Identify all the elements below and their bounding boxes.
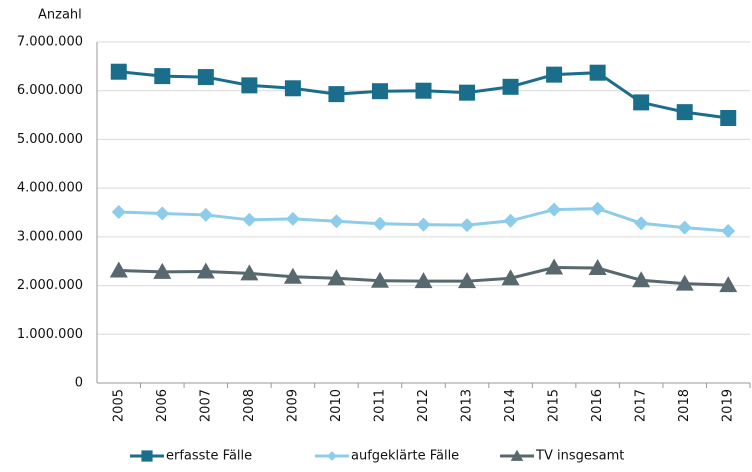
legend-label: erfasste Fälle bbox=[166, 449, 252, 464]
data-point bbox=[720, 109, 737, 126]
legend-label: TV insgesamt bbox=[535, 449, 624, 464]
y-tick-label: 1.000.000 bbox=[17, 327, 83, 342]
y-tick-label: 2.000.000 bbox=[17, 278, 83, 293]
data-point bbox=[588, 259, 607, 276]
data-point bbox=[503, 213, 518, 228]
x-tick-label: 2008 bbox=[242, 389, 257, 422]
data-point bbox=[719, 276, 738, 293]
x-tick-label: 2007 bbox=[198, 389, 213, 422]
data-point bbox=[633, 94, 650, 111]
x-tick-label: 2019 bbox=[721, 389, 736, 422]
y-tick-label: 5.000.000 bbox=[17, 132, 83, 147]
data-point bbox=[240, 264, 259, 281]
data-point bbox=[284, 80, 301, 97]
data-point bbox=[370, 271, 389, 288]
data-point bbox=[198, 207, 213, 222]
data-point bbox=[416, 217, 431, 232]
data-point bbox=[109, 261, 128, 278]
x-tick-label: 2017 bbox=[634, 389, 649, 422]
data-point bbox=[328, 86, 345, 103]
legend-marker bbox=[141, 450, 153, 462]
data-point bbox=[676, 104, 693, 121]
data-point bbox=[460, 218, 475, 233]
data-point bbox=[589, 64, 606, 81]
data-point bbox=[327, 269, 346, 286]
data-point bbox=[155, 206, 170, 221]
data-point bbox=[459, 84, 476, 101]
data-point bbox=[415, 82, 432, 99]
data-point bbox=[371, 83, 388, 100]
data-point bbox=[545, 258, 564, 275]
data-point bbox=[329, 214, 344, 229]
data-point bbox=[111, 205, 126, 220]
data-point bbox=[285, 211, 300, 226]
data-point bbox=[721, 224, 736, 239]
data-point bbox=[110, 63, 127, 80]
y-tick-label: 3.000.000 bbox=[17, 229, 83, 244]
data-point bbox=[241, 77, 258, 94]
data-point bbox=[634, 216, 649, 231]
x-tick-label: 2014 bbox=[503, 389, 518, 422]
x-tick-label: 2015 bbox=[547, 389, 562, 422]
x-tick-label: 2010 bbox=[329, 389, 344, 422]
data-point bbox=[632, 271, 651, 288]
data-point bbox=[154, 68, 171, 85]
y-axis-label: Anzahl bbox=[38, 8, 82, 23]
legend-marker bbox=[510, 449, 524, 461]
x-tick-label: 2013 bbox=[460, 389, 475, 422]
data-point bbox=[458, 272, 477, 289]
data-point bbox=[502, 78, 519, 95]
data-point bbox=[675, 274, 694, 291]
data-point bbox=[546, 66, 563, 83]
legend-marker bbox=[327, 451, 337, 461]
data-point bbox=[677, 220, 692, 235]
data-point bbox=[414, 272, 433, 289]
data-point bbox=[501, 269, 520, 286]
x-tick-label: 2011 bbox=[372, 389, 387, 422]
x-tick-label: 2018 bbox=[677, 389, 692, 422]
x-tick-label: 2009 bbox=[285, 389, 300, 422]
data-point bbox=[590, 201, 605, 216]
y-tick-label: 4.000.000 bbox=[17, 181, 83, 196]
data-point bbox=[372, 216, 387, 231]
y-tick-label: 7.000.000 bbox=[17, 35, 83, 50]
data-point bbox=[153, 262, 172, 279]
legend-label: aufgeklärte Fälle bbox=[351, 449, 459, 464]
x-tick-label: 2016 bbox=[590, 389, 605, 422]
data-point bbox=[196, 262, 215, 279]
y-tick-label: 6.000.000 bbox=[17, 83, 83, 98]
x-tick-label: 2012 bbox=[416, 389, 431, 422]
data-point bbox=[197, 69, 214, 86]
data-point bbox=[242, 212, 257, 227]
x-tick-label: 2005 bbox=[111, 389, 126, 422]
data-point bbox=[547, 202, 562, 217]
data-point bbox=[283, 267, 302, 284]
x-tick-label: 2006 bbox=[155, 389, 170, 422]
y-tick-label: 0 bbox=[75, 376, 83, 391]
